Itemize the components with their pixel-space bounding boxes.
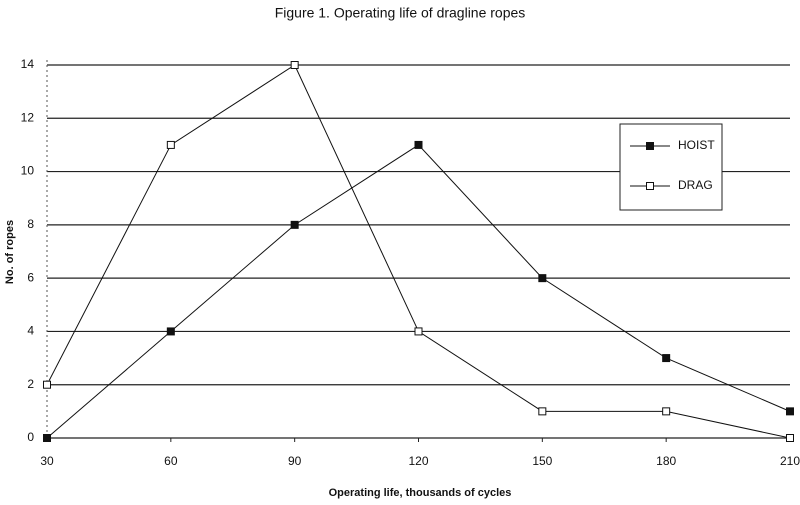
data-point — [662, 407, 671, 416]
x-tick-label: 120 — [408, 454, 428, 468]
data-point — [290, 61, 299, 69]
x-tick-label: 180 — [656, 454, 676, 468]
data-point — [166, 327, 175, 336]
x-tick-label: 30 — [40, 454, 54, 468]
data-point — [43, 380, 51, 389]
y-tick-label: 2 — [27, 377, 34, 391]
data-point — [662, 354, 671, 363]
legend-marker — [646, 142, 654, 150]
data-point — [786, 407, 794, 416]
x-tick-label: 150 — [532, 454, 552, 468]
y-tick-label: 8 — [27, 217, 34, 231]
legend-marker — [646, 182, 654, 190]
x-tick-label: 210 — [780, 454, 800, 468]
data-point — [538, 407, 547, 416]
data-point — [414, 327, 423, 336]
legend-label: DRAG — [678, 178, 713, 192]
legend-label: HOIST — [678, 138, 715, 152]
y-tick-label: 4 — [27, 324, 34, 338]
y-tick-label: 6 — [27, 270, 34, 284]
data-point — [290, 220, 299, 229]
data-point — [786, 434, 794, 442]
y-tick-label: 12 — [21, 110, 35, 124]
data-point — [414, 140, 423, 149]
y-axis-label: No. of ropes — [4, 220, 16, 284]
y-tick-label: 0 — [27, 430, 34, 444]
x-tick-label: 60 — [164, 454, 178, 468]
data-point — [43, 434, 51, 442]
y-tick-label: 10 — [21, 164, 35, 178]
x-tick-label: 90 — [288, 454, 302, 468]
data-point — [538, 274, 547, 283]
x-axis-label: Operating life, thousands of cycles — [329, 487, 512, 499]
y-tick-label: 14 — [21, 57, 35, 71]
legend-box — [619, 123, 723, 211]
series-line — [46, 64, 791, 439]
data-point — [166, 140, 175, 149]
chart-title: Figure 1. Operating life of dragline rop… — [275, 5, 526, 21]
